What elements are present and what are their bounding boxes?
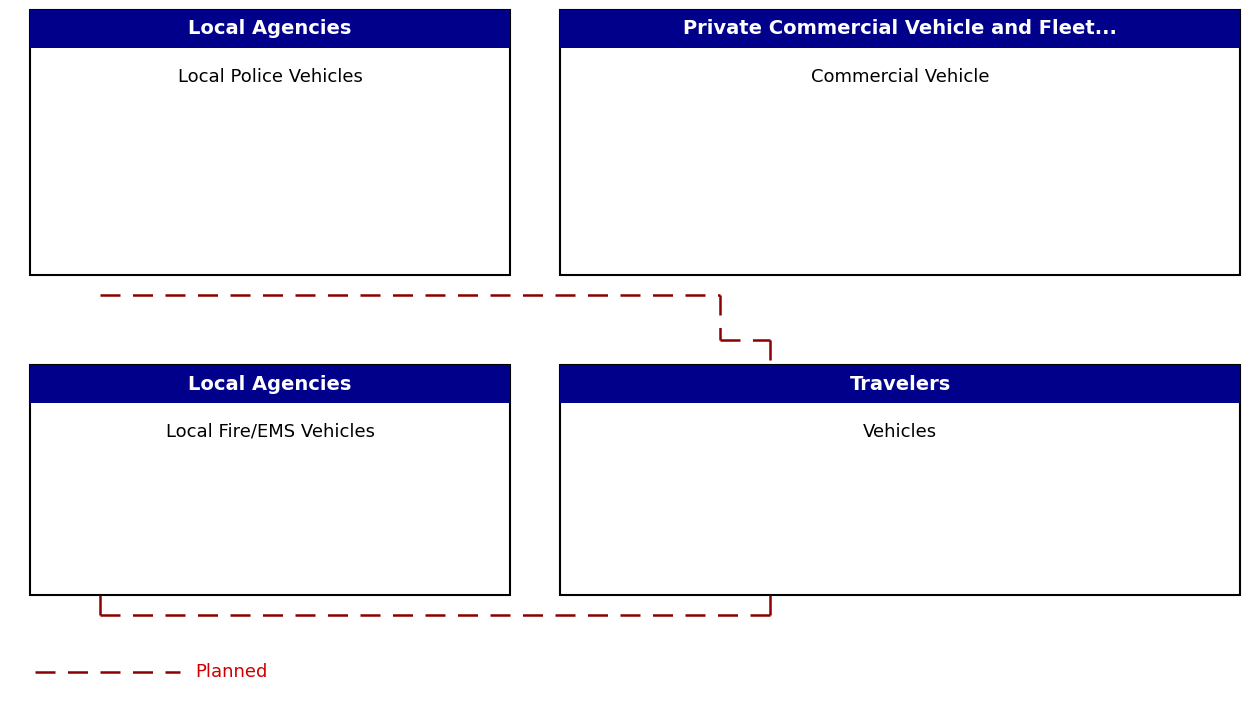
Bar [30, 10, 510, 275]
Text: Local Police Vehicles: Local Police Vehicles [178, 68, 362, 86]
Bar [30, 365, 510, 403]
Text: Local Fire/EMS Vehicles: Local Fire/EMS Vehicles [165, 423, 374, 441]
Text: Commercial Vehicle: Commercial Vehicle [811, 68, 989, 86]
Bar [560, 365, 1239, 595]
Bar [30, 365, 510, 595]
Text: Planned: Planned [195, 663, 268, 681]
Text: Vehicles: Vehicles [863, 423, 936, 441]
Bar [560, 365, 1239, 403]
Bar [30, 10, 510, 48]
Text: Private Commercial Vehicle and Fleet...: Private Commercial Vehicle and Fleet... [684, 19, 1117, 39]
Bar [560, 10, 1239, 48]
Text: Travelers: Travelers [849, 375, 950, 393]
Bar [560, 10, 1239, 275]
Text: Local Agencies: Local Agencies [188, 375, 352, 393]
Text: Local Agencies: Local Agencies [188, 19, 352, 39]
